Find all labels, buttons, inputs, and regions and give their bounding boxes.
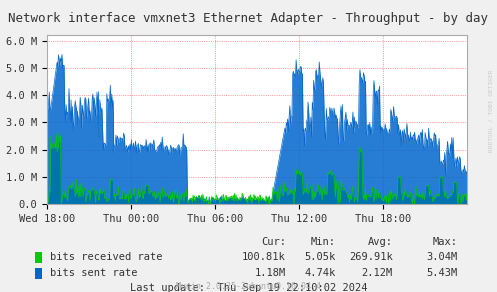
Text: 4.74k: 4.74k (304, 268, 335, 278)
Text: 100.81k: 100.81k (242, 252, 286, 262)
Text: RRDTOOL / TOBI OETIKER: RRDTOOL / TOBI OETIKER (488, 70, 493, 152)
Text: bits received rate: bits received rate (50, 252, 162, 262)
Text: Avg:: Avg: (368, 237, 393, 247)
Text: Network interface vmxnet3 Ethernet Adapter - Throughput - by day: Network interface vmxnet3 Ethernet Adapt… (8, 12, 489, 25)
Text: 3.04M: 3.04M (426, 252, 457, 262)
Text: 5.05k: 5.05k (304, 252, 335, 262)
Text: Min:: Min: (311, 237, 335, 247)
Text: 5.43M: 5.43M (426, 268, 457, 278)
Text: bits sent rate: bits sent rate (50, 268, 137, 278)
Text: Cur:: Cur: (261, 237, 286, 247)
Text: 2.12M: 2.12M (361, 268, 393, 278)
Text: Last update:  Thu Sep 19 22:10:02 2024: Last update: Thu Sep 19 22:10:02 2024 (130, 283, 367, 292)
Text: Max:: Max: (432, 237, 457, 247)
Text: 1.18M: 1.18M (254, 268, 286, 278)
Text: Munin 2.0.25-2ubuntu0.16.04.4: Munin 2.0.25-2ubuntu0.16.04.4 (176, 281, 321, 291)
Text: 269.91k: 269.91k (349, 252, 393, 262)
